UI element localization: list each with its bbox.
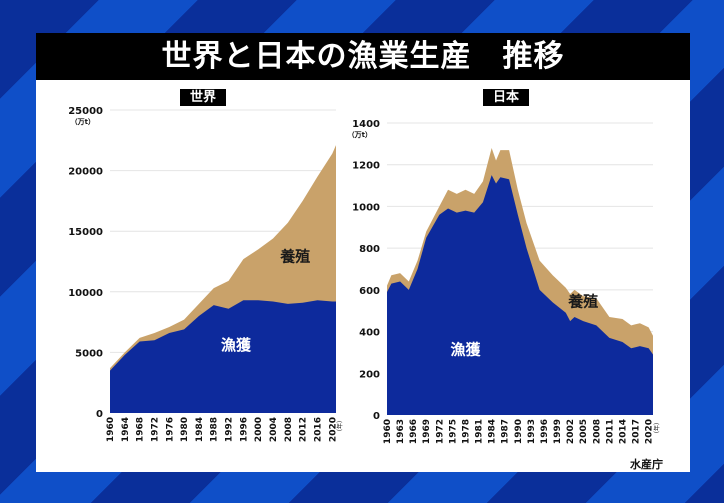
x-tick-label: 1969 xyxy=(422,419,432,444)
y-tick-label: 10000 xyxy=(68,288,103,299)
y-tick-label: 800 xyxy=(359,244,380,255)
x-tick-label: 1990 xyxy=(514,419,524,444)
x-tick-label: 1972 xyxy=(435,419,445,444)
x-unit-label: （年） xyxy=(336,417,344,435)
capture-area xyxy=(387,175,653,415)
x-tick-label: 2008 xyxy=(592,419,602,444)
y-tick-label: 1400 xyxy=(352,119,380,130)
capture-annotation: 漁獲 xyxy=(221,336,252,354)
x-tick-label: 2020 xyxy=(328,417,338,442)
x-tick-label: 1981 xyxy=(475,419,485,444)
y-tick-label: 15000 xyxy=(68,227,103,238)
x-tick-label: 1960 xyxy=(106,417,116,442)
x-tick-label: 1975 xyxy=(448,419,458,444)
x-tick-label: 1992 xyxy=(225,417,235,442)
x-tick-label: 2016 xyxy=(313,417,323,442)
y-tick-label: 5000 xyxy=(75,348,103,359)
y-tick-label: 200 xyxy=(359,369,380,380)
y-tick-label: 0 xyxy=(96,409,103,420)
y-tick-label: 0 xyxy=(373,411,380,422)
y-tick-label: 1000 xyxy=(352,202,380,213)
x-tick-label: 1993 xyxy=(527,419,537,444)
x-tick-label: 1978 xyxy=(461,419,471,444)
aquaculture-annotation: 養殖 xyxy=(567,293,598,311)
y-tick-label: 1200 xyxy=(352,161,380,172)
x-tick-label: 1999 xyxy=(553,419,563,444)
x-tick-label: 2014 xyxy=(618,419,628,444)
x-tick-label: 1984 xyxy=(488,419,498,444)
x-tick-label: 1966 xyxy=(409,419,419,444)
x-tick-label: 1960 xyxy=(383,419,393,444)
x-unit-label: （年） xyxy=(653,419,661,437)
x-tick-label: 1972 xyxy=(150,417,160,442)
x-tick-label: 2012 xyxy=(299,417,309,442)
aquaculture-annotation: 養殖 xyxy=(279,248,310,266)
capture-annotation: 漁獲 xyxy=(450,341,481,359)
page-title: 世界と日本の漁業生産 推移 xyxy=(36,33,690,80)
x-tick-label: 2005 xyxy=(579,419,589,444)
y-tick-label: 25000 xyxy=(68,106,103,117)
x-tick-label: 2020 xyxy=(645,419,655,444)
x-tick-label: 2011 xyxy=(605,419,615,444)
y-tick-label: 400 xyxy=(359,328,380,339)
x-tick-label: 1996 xyxy=(540,419,550,444)
x-tick-label: 1984 xyxy=(195,417,205,442)
japan-chart-label: 日本 xyxy=(483,89,530,106)
x-tick-label: 1964 xyxy=(121,417,131,442)
x-tick-label: 1987 xyxy=(501,419,511,444)
x-tick-label: 2002 xyxy=(566,419,576,444)
capture-area xyxy=(110,300,336,413)
y-unit-label: （万t） xyxy=(348,131,372,139)
world-chart-label: 世界 xyxy=(180,89,227,106)
y-unit-label: （万t） xyxy=(71,118,95,126)
x-tick-label: 1996 xyxy=(239,417,249,442)
source-label: 水産庁 xyxy=(630,458,663,471)
x-tick-label: 1980 xyxy=(180,417,190,442)
x-tick-label: 1963 xyxy=(396,419,406,444)
x-tick-label: 2004 xyxy=(269,417,279,442)
y-tick-label: 600 xyxy=(359,286,380,297)
x-tick-label: 1988 xyxy=(210,417,220,442)
x-tick-label: 1976 xyxy=(165,417,175,442)
x-tick-label: 2000 xyxy=(254,417,264,442)
x-tick-label: 2017 xyxy=(632,419,642,444)
y-tick-label: 20000 xyxy=(68,167,103,178)
x-tick-label: 2008 xyxy=(284,417,294,442)
x-tick-label: 1968 xyxy=(136,417,146,442)
